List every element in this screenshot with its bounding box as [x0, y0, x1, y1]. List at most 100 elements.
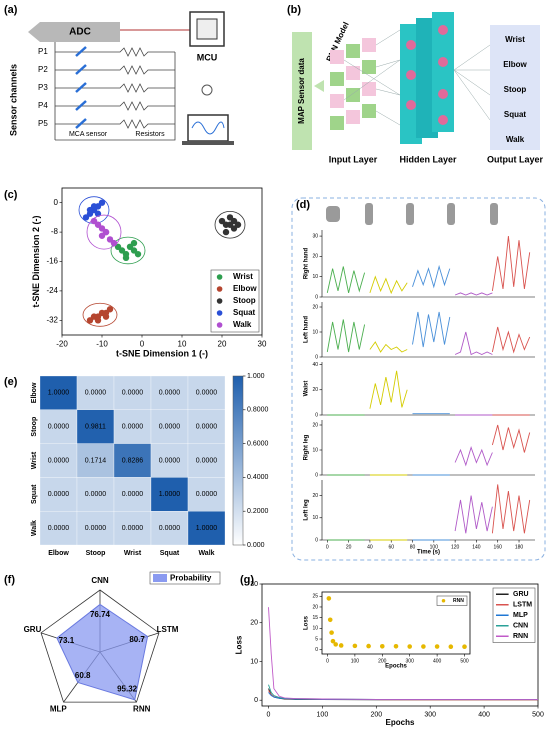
- y-tick-label: 20: [312, 254, 318, 260]
- x-tick-label: -10: [96, 340, 108, 349]
- laptop-wave: [191, 121, 225, 135]
- mcu-core: [196, 18, 218, 40]
- point: [98, 199, 106, 206]
- cell: [76, 477, 115, 512]
- connections: [453, 44, 491, 121]
- y-tick-label: 10: [312, 274, 318, 280]
- x-tick-label: 20: [218, 340, 227, 349]
- pose-figures: [326, 203, 498, 225]
- row-label: Stoop: [31, 417, 38, 437]
- colorbar-label: 0.6000: [247, 440, 269, 447]
- value-label: 73.1: [59, 636, 75, 645]
- panel-d-frame: [291, 197, 546, 561]
- panel-label: (f): [4, 574, 15, 586]
- layer-label: Hidden Layer: [399, 154, 457, 164]
- x-tick-label: 400: [433, 658, 442, 664]
- line: [326, 266, 366, 294]
- point: [102, 313, 110, 320]
- x-tick-label: 300: [406, 658, 415, 664]
- line: [412, 311, 451, 348]
- value-label: 60.8: [75, 671, 91, 680]
- cell: [150, 375, 189, 410]
- legend-swatch: [216, 286, 223, 292]
- cell-label: 0.0000: [48, 491, 70, 498]
- layer-label: Input Layer: [329, 154, 378, 164]
- y-tick-label: -16: [46, 257, 58, 266]
- point: [366, 643, 371, 649]
- line: [369, 370, 408, 409]
- y-tick-label: 10: [312, 447, 318, 453]
- y-tick-label: 40: [312, 362, 318, 368]
- point: [407, 644, 413, 649]
- cell-label: 0.0000: [85, 525, 107, 532]
- legend-box: [149, 571, 221, 585]
- x-tick-label: 180: [515, 544, 524, 550]
- legend-label: LSTM: [513, 602, 532, 609]
- y-axis-title: Right hand: [304, 248, 310, 280]
- y-tick-label: 10: [312, 515, 318, 521]
- x-tick-label: 100: [317, 711, 329, 718]
- layer-label: Output Layer: [487, 154, 544, 164]
- panel-label: (d): [296, 199, 310, 211]
- output-label: Wrist: [505, 35, 525, 44]
- y-tick-label: 0: [315, 294, 318, 300]
- x-tick-label: 500: [460, 658, 469, 664]
- point: [448, 644, 454, 650]
- point: [393, 644, 399, 649]
- point: [86, 206, 94, 214]
- panel-label: (b): [287, 4, 301, 16]
- cell-label: 0.0000: [48, 457, 70, 464]
- cell: [39, 375, 78, 410]
- col-label: Stoop: [86, 550, 106, 557]
- line: [491, 326, 531, 354]
- legend-swatch: [441, 599, 446, 603]
- cell: [150, 477, 189, 512]
- x-tick-label: 20: [346, 544, 352, 550]
- y-tick-label: 0: [315, 472, 318, 478]
- point: [352, 643, 358, 649]
- legend-label: RNN: [453, 598, 464, 604]
- col-label: Wrist: [124, 550, 142, 557]
- line: [454, 331, 493, 356]
- cell-label: 0.0000: [196, 390, 218, 397]
- value-label: 95.32: [117, 684, 138, 693]
- point: [102, 228, 110, 236]
- cell: [113, 409, 152, 444]
- colorbar-label: 0.2000: [247, 508, 269, 515]
- y-tick-label: 0: [315, 412, 318, 418]
- y-tick-label: 10: [312, 626, 318, 632]
- y-tick-label: 10: [312, 329, 318, 335]
- line: [491, 424, 531, 453]
- row-label: Walk: [31, 520, 38, 536]
- line: [326, 319, 366, 353]
- output-box: [490, 25, 540, 150]
- adc-block: [28, 22, 120, 42]
- col-label: Walk: [198, 550, 214, 557]
- point: [106, 306, 114, 313]
- network-diagram: MAP Sensor data RNN Model Wrist Elbow St…: [292, 12, 543, 164]
- cell-label: 1.0000: [48, 390, 70, 397]
- radar-outline: [40, 589, 160, 703]
- point: [326, 596, 332, 601]
- colorbar-label: 1.000: [247, 373, 265, 380]
- input-data-label: MAP Sensor data: [297, 58, 306, 124]
- channel-label: P2: [38, 65, 48, 74]
- point: [94, 317, 102, 324]
- y-tick-label: 25: [312, 594, 318, 600]
- cell-label: 0.0000: [122, 390, 144, 397]
- cell: [187, 409, 226, 444]
- axis-label: CNN: [91, 576, 109, 585]
- cell: [113, 477, 152, 512]
- output-label: Walk: [506, 135, 525, 144]
- y-tick-label: 20: [312, 422, 318, 428]
- y-axis-title: t-SNE Dimension 2 (-): [31, 215, 41, 307]
- x-tick-label: -20: [56, 340, 68, 349]
- legend-label: Probability: [170, 574, 212, 583]
- point: [434, 644, 440, 649]
- channel-label: P3: [38, 83, 48, 92]
- y-tick-label: -8: [51, 227, 59, 236]
- cell-label: 0.0000: [122, 525, 144, 532]
- legend-label: Wrist: [233, 272, 253, 281]
- cell-label: 0.0000: [196, 424, 218, 431]
- cell: [113, 375, 152, 410]
